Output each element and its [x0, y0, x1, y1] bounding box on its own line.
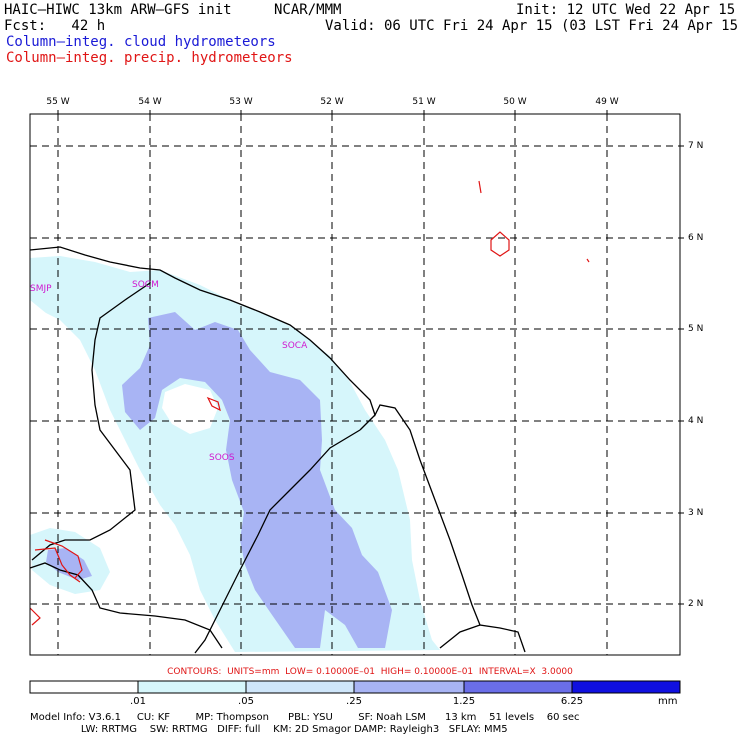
colorbar-seg-3	[353, 680, 465, 694]
colorbar-label-1: .05	[238, 696, 254, 707]
cloud-medium-region	[122, 312, 392, 648]
map-frame	[29, 113, 681, 656]
lat-label-3n: 3 N	[688, 508, 704, 518]
model-info-line2: LW: RRTMG SW: RRTMG DIFF: full KM: 2D Sm…	[30, 724, 508, 735]
legend-cloud-hydrometeors: Column–integ. cloud hydrometeors	[6, 34, 276, 50]
colorbar-seg-2	[245, 680, 355, 694]
colorbar-label-0: .01	[130, 696, 146, 707]
lon-label-53w: 53 W	[229, 97, 253, 107]
station-soos: SOOS	[209, 453, 235, 463]
precip-contours	[29, 180, 590, 626]
clear-hole-west	[30, 300, 118, 534]
colorbar-seg-1	[137, 680, 247, 694]
colorbar	[29, 680, 681, 694]
organization-label: NCAR/MMM	[274, 2, 342, 18]
colorbar-label-4: 6.25	[560, 696, 584, 707]
lat-label-2n: 2 N	[688, 599, 704, 609]
colorbar-seg-4	[463, 680, 573, 694]
init-time: Init: 12 UTC Wed 22 Apr 15	[516, 2, 736, 18]
lon-label-49w: 49 W	[595, 97, 619, 107]
axis-ticks	[57, 110, 684, 605]
valid-time: Valid: 06 UTC Fri 24 Apr 15 (03 LST Fri …	[325, 18, 740, 34]
colorbar-unit: mm	[658, 696, 678, 707]
station-smjp: SMJP	[30, 284, 52, 294]
forecast-hour: Fcst: 42 h	[4, 18, 106, 34]
lat-label-5n: 5 N	[688, 324, 704, 334]
legend-precip-hydrometeors: Column–integ. precip. hydrometeors	[6, 50, 293, 66]
coastlines	[29, 246, 526, 654]
colorbar-label-3: 1.25	[452, 696, 476, 707]
lat-lon-grid	[30, 114, 680, 655]
lon-label-55w: 55 W	[46, 97, 70, 107]
contours-info: CONTOURS: UNITS=mm LOW= 0.10000E–01 HIGH…	[167, 667, 573, 677]
colorbar-seg-5	[571, 680, 681, 694]
lat-label-6n: 6 N	[688, 233, 704, 243]
lat-label-7n: 7 N	[688, 141, 704, 151]
lon-label-52w: 52 W	[320, 97, 344, 107]
lon-label-54w: 54 W	[138, 97, 162, 107]
station-soca: SOCA	[282, 341, 308, 351]
lon-label-50w: 50 W	[503, 97, 527, 107]
lat-label-4n: 4 N	[688, 416, 704, 426]
lon-label-51w: 51 W	[412, 97, 436, 107]
colorbar-seg-0	[29, 680, 139, 694]
model-title: HAIC–HIWC 13km ARW–GFS init	[4, 2, 232, 18]
colorbar-label-2: .25	[346, 696, 362, 707]
station-socm: SOCM	[132, 280, 159, 290]
model-info-line1: Model Info: V3.6.1 CU: KF MP: Thompson P…	[30, 712, 580, 723]
